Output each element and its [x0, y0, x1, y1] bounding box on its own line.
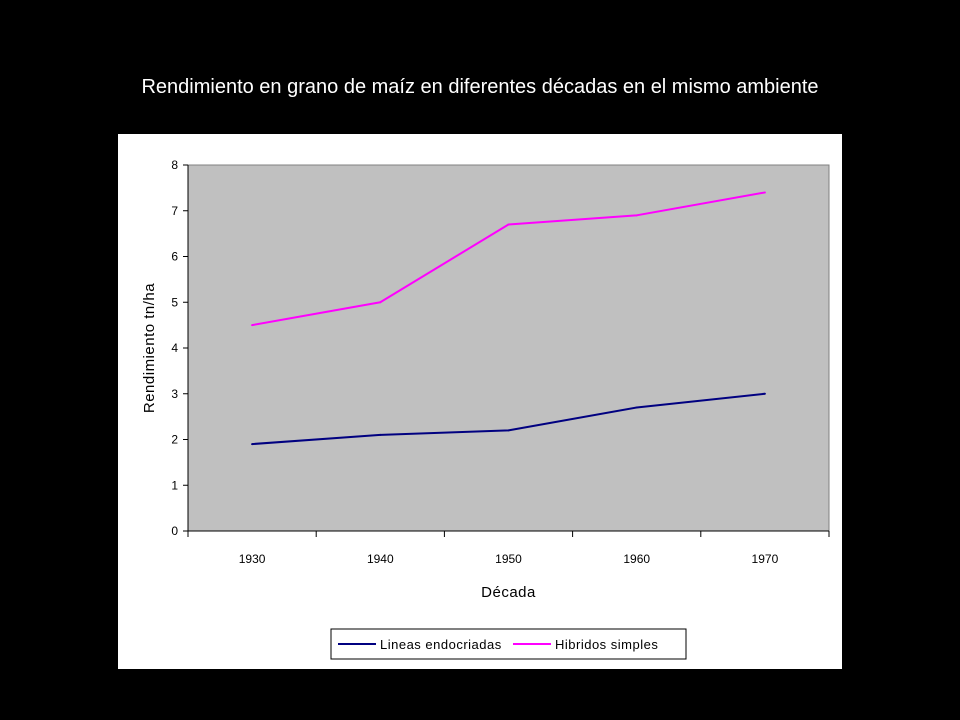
legend-box	[330, 628, 687, 660]
x-axis-ticks: 1930 1940 1950 1960 1970	[187, 531, 830, 566]
data-point	[251, 324, 254, 327]
y-tick-label: 3	[171, 387, 178, 401]
x-tick-label: 1970	[752, 552, 779, 566]
data-point	[379, 301, 382, 304]
plot-area	[187, 164, 830, 532]
data-point	[635, 406, 638, 409]
y-tick-label: 2	[171, 433, 178, 447]
y-tick-label: 4	[171, 341, 178, 355]
y-axis-title: Rendimiento tn/ha	[141, 283, 158, 413]
series-lines	[251, 191, 766, 446]
slide-title: Rendimiento en grano de maíz en diferent…	[141, 76, 819, 98]
x-tick-label: 1940	[367, 552, 394, 566]
data-point	[763, 392, 766, 395]
x-tick-label: 1960	[623, 552, 650, 566]
x-axis-title: Década	[481, 584, 536, 601]
y-tick-label: 6	[171, 250, 178, 264]
data-point	[763, 191, 766, 194]
chart-panel: 0 1 2 3 4 5 6 7 8 1930 1940 1950 1960 1970 Rendimien…	[118, 134, 842, 669]
data-point	[251, 443, 254, 446]
data-point	[507, 223, 510, 226]
x-tick-label: 1930	[239, 552, 266, 566]
x-tick-label: 1950	[495, 552, 522, 566]
data-point	[507, 429, 510, 432]
y-tick-label: 1	[171, 478, 178, 492]
y-tick-label: 8	[171, 158, 178, 172]
y-tick-label: 7	[171, 204, 178, 218]
data-point	[379, 433, 382, 436]
y-tick-label: 0	[171, 524, 178, 538]
legend-label: Hibridos simples	[555, 637, 658, 652]
data-point	[635, 214, 638, 217]
legend: Lineas endocriadas Hibridos simples	[330, 628, 687, 660]
line-chart: 0 1 2 3 4 5 6 7 8 1930 1940 1950 1960 1970 Rendimien…	[141, 158, 830, 660]
y-tick-label: 5	[171, 295, 178, 309]
y-axis-ticks: 0 1 2 3 4 5 6 7 8	[171, 158, 188, 538]
legend-label: Lineas endocriadas	[380, 637, 502, 652]
